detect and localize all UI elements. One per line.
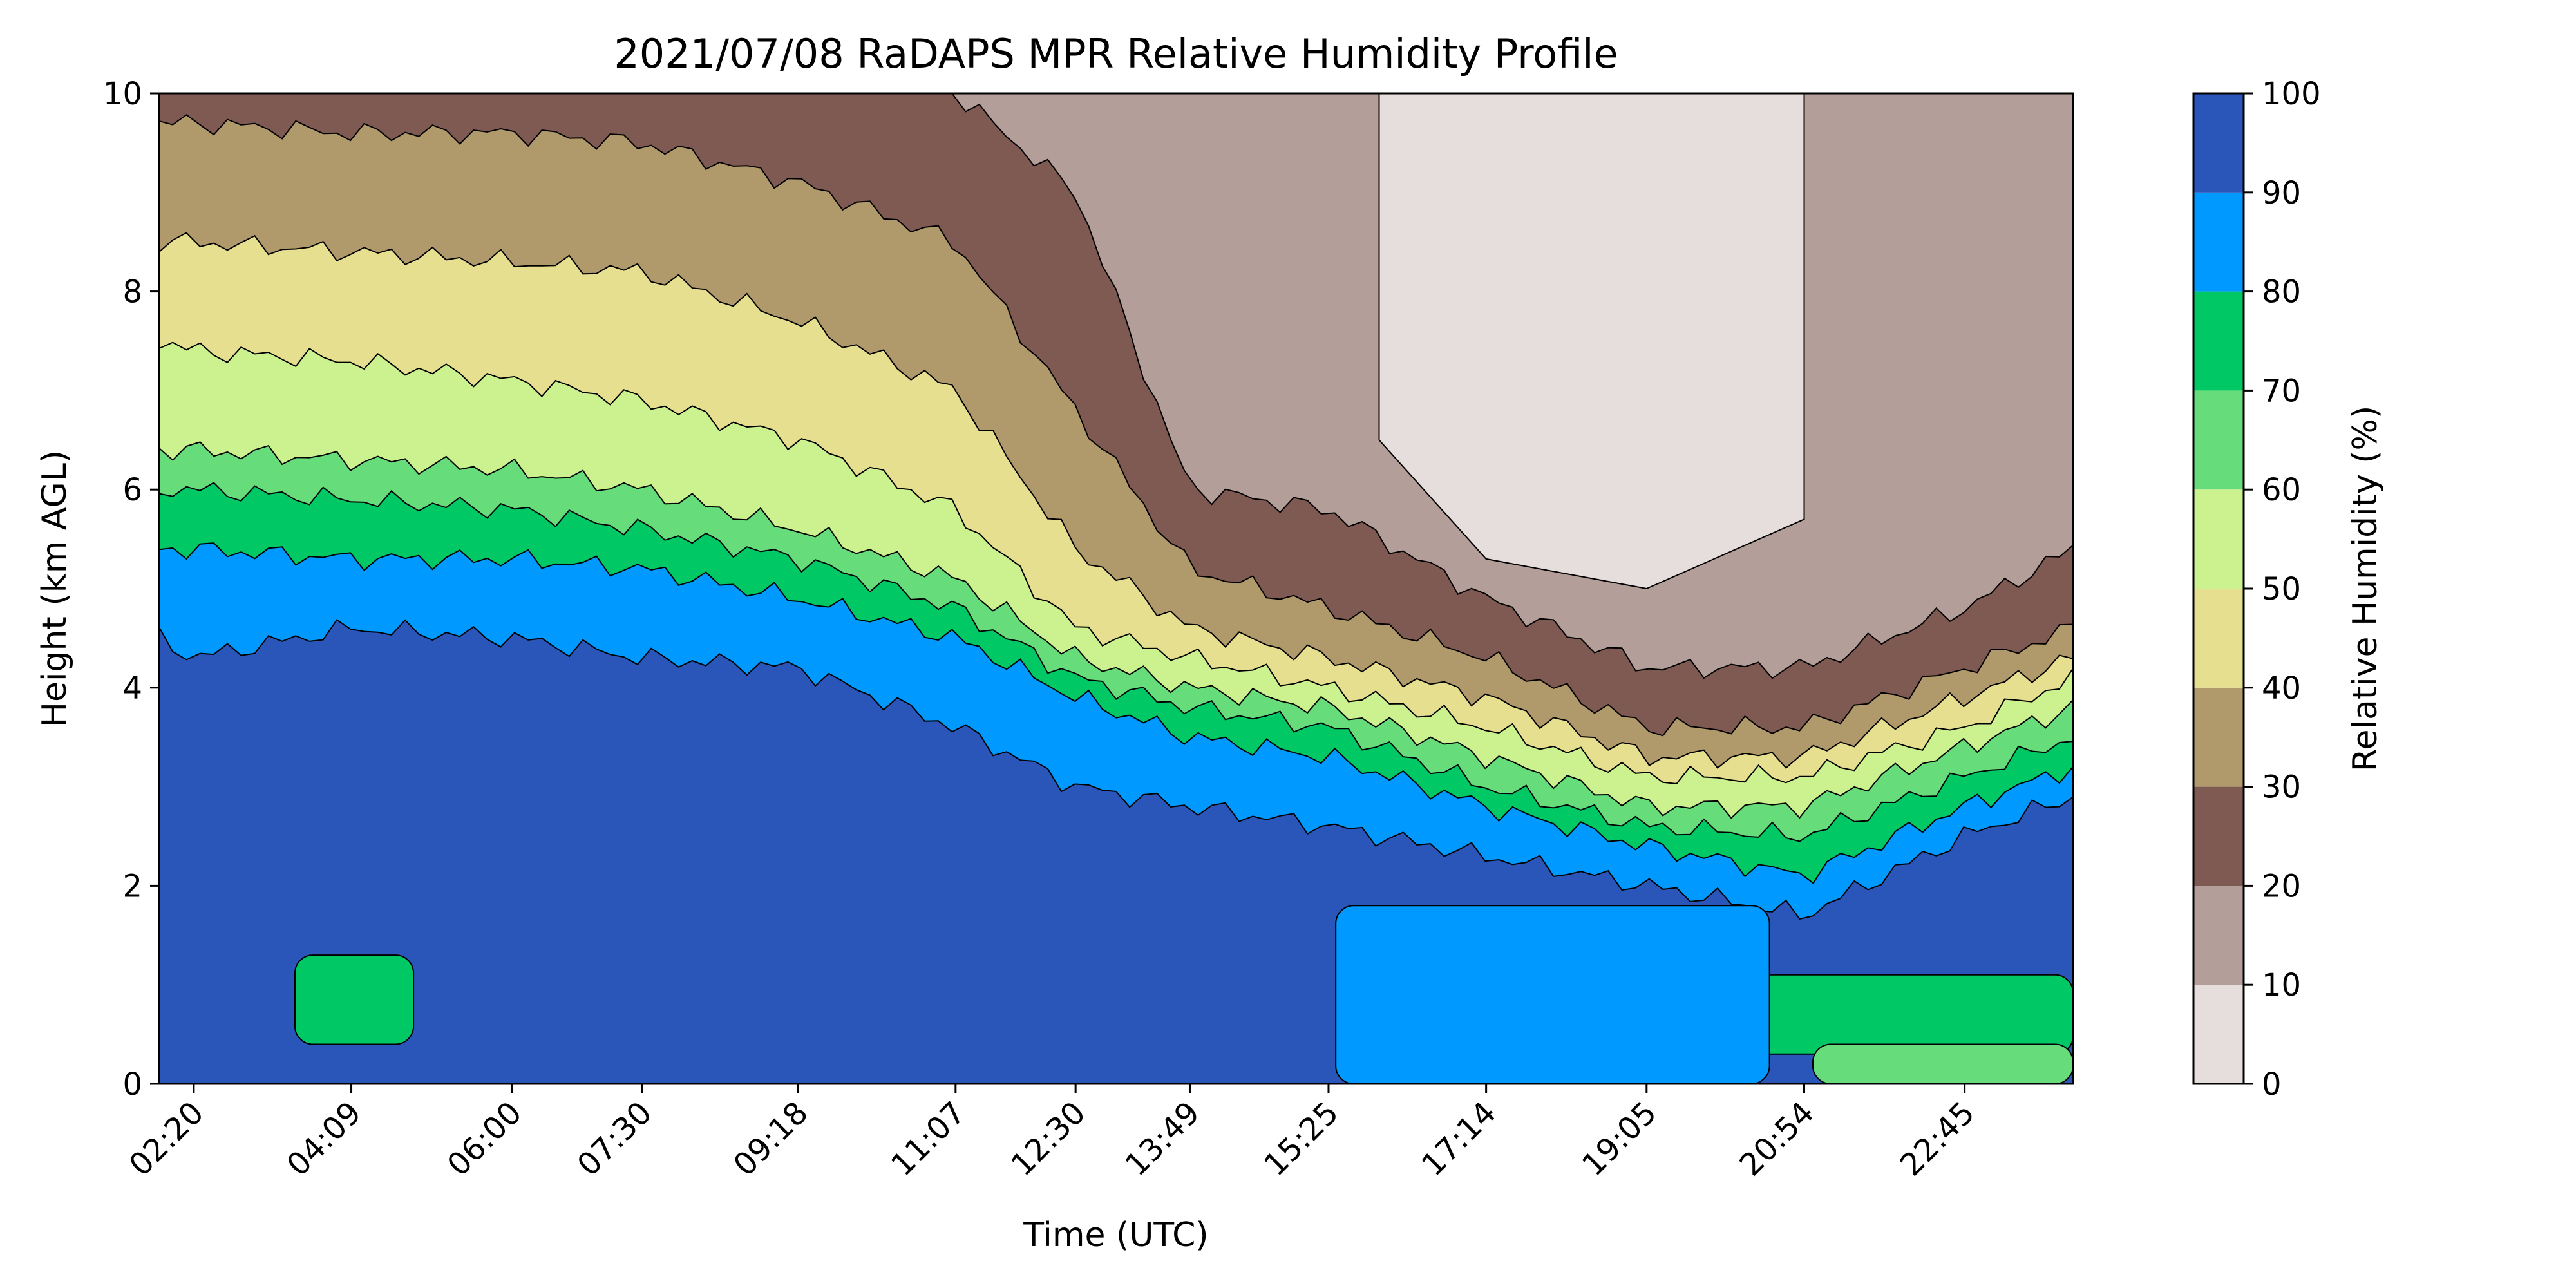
x-axis: 02:20 04:09 06:00 07:30 09:18 11:07 12:30 13:49… — [122, 1084, 1982, 1183]
colorbar-tick-label-5: 50 — [2262, 571, 2301, 607]
colorbar-tick-label-7: 70 — [2262, 373, 2301, 409]
colorbar-tick-label-1: 10 — [2262, 967, 2301, 1003]
colorbar-tick-label-4: 40 — [2262, 670, 2301, 706]
colorbar-tick-label-2: 20 — [2262, 868, 2301, 904]
low-level-feature-0 — [294, 954, 415, 1045]
low-level-feature-2 — [1812, 1043, 2073, 1084]
x-tick-label-2: 06:00 — [440, 1095, 529, 1183]
colorbar-segment-90-100 — [2193, 93, 2244, 193]
dry-core-rh-below-10 — [1378, 93, 1805, 590]
colorbar-segment-70-80 — [2193, 291, 2244, 391]
y-tick-label-0: 0 — [122, 1066, 142, 1103]
x-tick-label-12: 22:45 — [1893, 1095, 1982, 1183]
x-tick-label-11: 20:54 — [1733, 1095, 1821, 1183]
colorbar-segment-40-50 — [2193, 589, 2244, 688]
x-tick-label-0: 02:20 — [122, 1095, 211, 1183]
x-tick-label-3: 07:30 — [571, 1095, 659, 1183]
x-tick-label-8: 15:25 — [1257, 1095, 1345, 1183]
x-tick-label-1: 04:09 — [280, 1095, 368, 1183]
colorbar-segment-20-30 — [2193, 786, 2244, 886]
x-tick-label-4: 09:18 — [726, 1095, 815, 1183]
x-tick-label-5: 11:07 — [884, 1095, 972, 1183]
colorbar-segment-0-10 — [2193, 985, 2244, 1084]
x-axis-label: Time (UTC) — [1023, 1216, 1208, 1255]
low-level-feature-1 — [1725, 974, 2073, 1055]
plot-area — [159, 93, 2073, 1084]
low-level-feature-3 — [1335, 905, 1770, 1084]
colorbar-label: Relative Humidity (%) — [2346, 406, 2385, 772]
colorbar-segment-60-70 — [2193, 390, 2244, 490]
y-tick-label-3: 6 — [122, 472, 142, 508]
y-axis-label: Height (km AGL) — [35, 450, 74, 727]
colorbar-tick-label-6: 60 — [2262, 472, 2301, 508]
colorbar-segment-80-90 — [2193, 192, 2244, 292]
colorbar-tick-label-3: 30 — [2262, 770, 2301, 806]
colorbar-segment-10-20 — [2193, 886, 2244, 985]
y-tick-label-5: 10 — [103, 76, 142, 112]
plot-frame — [158, 92, 2074, 1085]
y-tick-label-1: 2 — [122, 868, 142, 904]
y-tick-label-2: 4 — [122, 670, 142, 706]
x-tick-label-6: 12:30 — [1004, 1095, 1092, 1183]
colorbar-segment-50-60 — [2193, 489, 2244, 589]
colorbar-segment-30-40 — [2193, 687, 2244, 787]
colorbar-tick-label-8: 80 — [2262, 274, 2301, 310]
colorbar-tick-label-0: 0 — [2262, 1066, 2282, 1103]
colorbar: 0 10 20 30 40 50 60 70 80 90 100 — [2192, 76, 2321, 1103]
colorbar-tick-label-10: 100 — [2262, 76, 2321, 112]
y-tick-label-4: 8 — [122, 274, 142, 310]
x-tick-label-10: 19:05 — [1575, 1095, 1663, 1183]
x-tick-label-7: 13:49 — [1119, 1095, 1207, 1183]
chart-title: 2021/07/08 RaDAPS MPR Relative Humidity … — [614, 30, 1618, 77]
y-axis: 0 2 4 6 8 10 — [103, 76, 159, 1103]
x-tick-label-9: 17:14 — [1415, 1095, 1503, 1183]
colorbar-tick-label-9: 90 — [2262, 175, 2301, 211]
